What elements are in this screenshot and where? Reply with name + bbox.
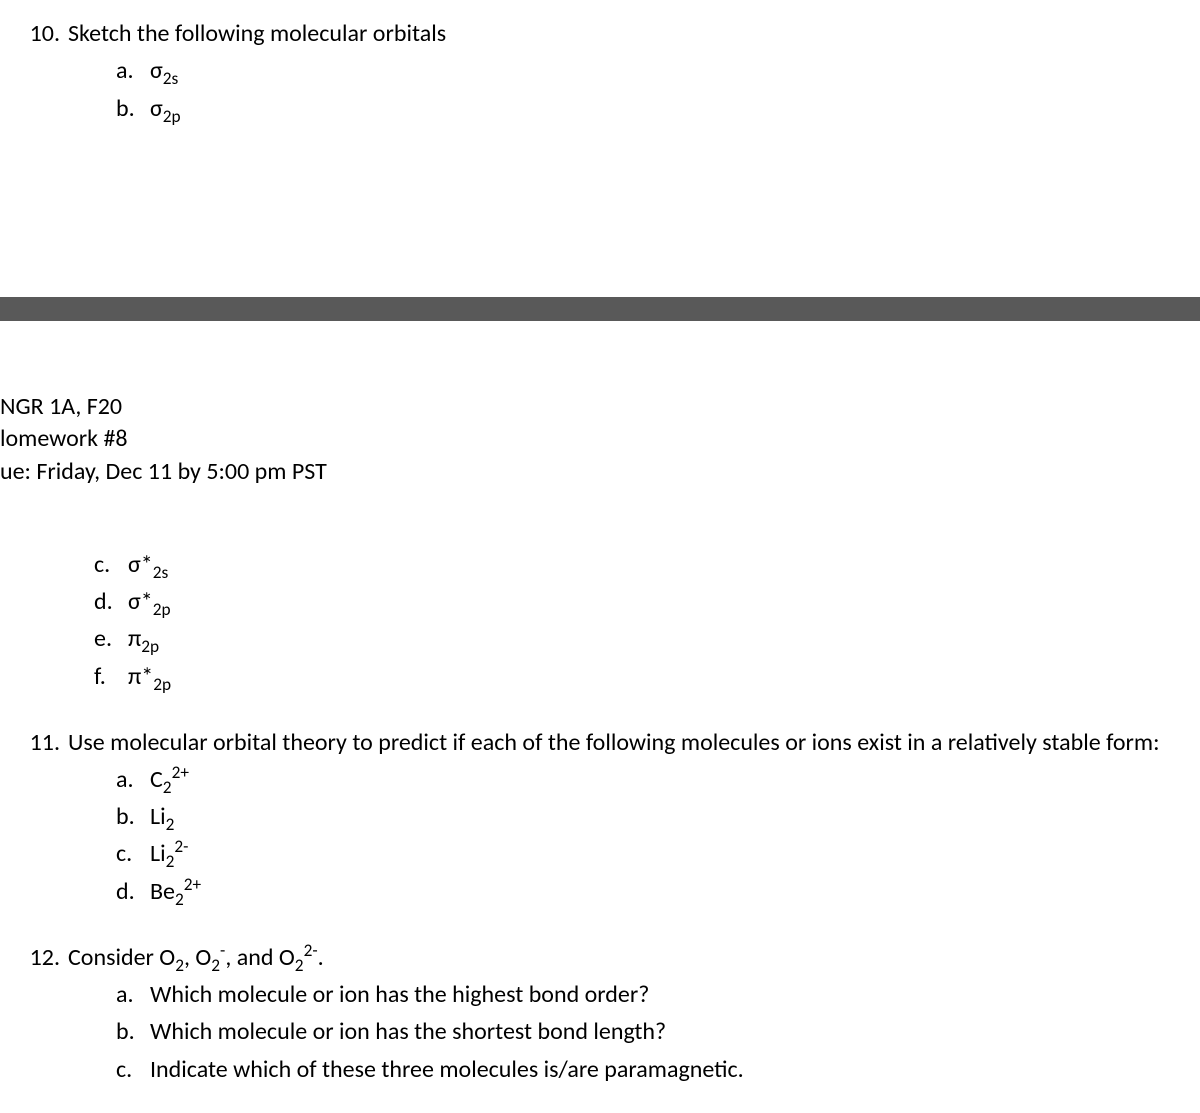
- option-letter: c.: [94, 546, 128, 583]
- option-text: Indicate which of these three molecules …: [150, 1051, 1200, 1088]
- page-top: 10. Sketch the following molecular orbit…: [0, 0, 1200, 127]
- question-12-options: a.Which molecule or ion has the highest …: [22, 974, 1200, 1088]
- option-letter: b.: [116, 90, 150, 127]
- question-10-options-ab: a.σ2sb.σ2p: [22, 50, 1200, 126]
- option-text: σ2s: [150, 52, 1200, 89]
- option-row: b.σ2p: [116, 90, 1200, 127]
- question-text: Use molecular orbital theory to predict …: [68, 727, 1200, 759]
- option-letter: a.: [116, 976, 150, 1013]
- page-break-bar: [0, 297, 1200, 321]
- option-text: Which molecule or ion has the highest bo…: [150, 976, 1200, 1013]
- question-row: 12. Consider O2, O2-, and O22-.: [22, 942, 1200, 974]
- question-row: 11. Use molecular orbital theory to pred…: [22, 727, 1200, 759]
- question-text: Consider O2, O2-, and O22-.: [68, 942, 1200, 974]
- option-text: σ*2p: [128, 583, 1200, 620]
- option-text: π*2p: [128, 658, 1200, 695]
- option-row: b.Which molecule or ion has the shortest…: [116, 1013, 1200, 1050]
- option-text: σ*2s: [128, 546, 1200, 583]
- question-11-options: a.C22+b.Li2c.Li22-d.Be22+: [22, 759, 1200, 910]
- option-text: Be22+: [150, 873, 1200, 910]
- option-row: a.σ2s: [116, 52, 1200, 89]
- option-text: Li2: [150, 798, 1200, 835]
- question-10-continued: c.σ*2sd.σ*2pe.π2pf.π*2p: [0, 546, 1200, 695]
- option-letter: a.: [116, 761, 150, 798]
- option-text: Li22-: [150, 835, 1200, 872]
- question-number: 12.: [22, 943, 68, 972]
- option-row: b.Li2: [116, 798, 1200, 835]
- question-number: 10.: [22, 19, 68, 48]
- option-row: d.σ*2p: [94, 583, 1200, 620]
- question-11: 11. Use molecular orbital theory to pred…: [0, 727, 1200, 910]
- option-letter: d.: [94, 583, 128, 620]
- header-course: NGR 1A, F20: [0, 391, 1200, 423]
- option-text: σ2p: [150, 90, 1200, 127]
- option-row: a.Which molecule or ion has the highest …: [116, 976, 1200, 1013]
- question-number: 11.: [22, 728, 68, 757]
- option-letter: b.: [116, 1013, 150, 1050]
- option-letter: a.: [116, 52, 150, 89]
- option-letter: d.: [116, 873, 150, 910]
- option-letter: c.: [116, 835, 150, 872]
- page-header: NGR 1A, F20 lomework #8 ue: Friday, Dec …: [0, 391, 1200, 488]
- header-homework: lomework #8: [0, 423, 1200, 455]
- option-letter: e.: [94, 620, 128, 657]
- option-row: c.σ*2s: [94, 546, 1200, 583]
- question-12: 12. Consider O2, O2-, and O22-. a.Which …: [0, 942, 1200, 1088]
- option-text: π2p: [128, 620, 1200, 657]
- option-row: d.Be22+: [116, 873, 1200, 910]
- question-10-options-cf: c.σ*2sd.σ*2pe.π2pf.π*2p: [0, 546, 1200, 695]
- question-row: 10. Sketch the following molecular orbit…: [22, 18, 1200, 50]
- option-text: C22+: [150, 761, 1200, 798]
- option-text: Which molecule or ion has the shortest b…: [150, 1013, 1200, 1050]
- option-letter: f.: [94, 658, 128, 695]
- option-row: f.π*2p: [94, 658, 1200, 695]
- option-letter: c.: [116, 1051, 150, 1088]
- option-row: c.Li22-: [116, 835, 1200, 872]
- option-row: c.Indicate which of these three molecule…: [116, 1051, 1200, 1088]
- option-letter: b.: [116, 798, 150, 835]
- header-due: ue: Friday, Dec 11 by 5:00 pm PST: [0, 456, 1200, 488]
- page-bottom: NGR 1A, F20 lomework #8 ue: Friday, Dec …: [0, 391, 1200, 1108]
- option-row: e.π2p: [94, 620, 1200, 657]
- option-row: a.C22+: [116, 761, 1200, 798]
- question-10: 10. Sketch the following molecular orbit…: [22, 18, 1200, 127]
- question-text: Sketch the following molecular orbitals: [68, 18, 1200, 50]
